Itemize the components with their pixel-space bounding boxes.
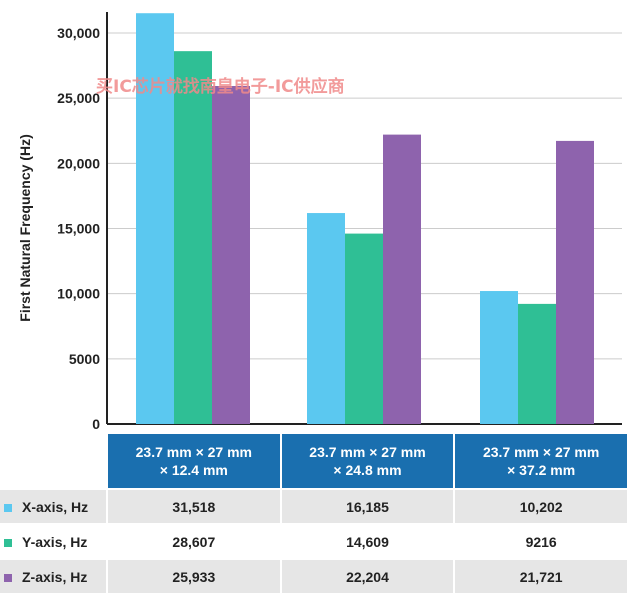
- y-tick-label: 20,000: [57, 155, 100, 171]
- bar: [518, 303, 556, 424]
- bar: [212, 86, 250, 425]
- category-label-line: × 24.8 mm: [333, 462, 402, 478]
- y-tick-label: 0: [92, 416, 100, 432]
- category-label-line: 23.7 mm × 27 mm: [482, 444, 600, 460]
- header-empty-cell: [0, 434, 106, 488]
- bar: [480, 291, 518, 424]
- category-label-line: × 37.2 mm: [507, 462, 576, 478]
- series-label: Z-axis, Hz: [0, 558, 106, 593]
- series-label: Y-axis, Hz: [0, 523, 106, 558]
- category-header: 23.7 mm × 27 mm × 24.8 mm: [279, 434, 454, 488]
- y-tick-label: 15,000: [57, 221, 100, 237]
- category-header: 23.7 mm × 27 mm × 12.4 mm: [106, 434, 280, 488]
- data-label: 21,721: [453, 558, 627, 593]
- data-label: 31,518: [106, 488, 280, 523]
- bar: [345, 233, 383, 424]
- table-header-row: 23.7 mm × 27 mm × 12.4 mm 23.7 mm × 27 mm ×…: [0, 434, 627, 488]
- category-label-line: × 12.4 mm: [159, 462, 228, 478]
- data-label: 22,204: [279, 558, 454, 593]
- data-label: 28,607: [106, 523, 280, 558]
- category-label-line: 23.7 mm × 27 mm: [135, 444, 252, 460]
- legend-swatch: [4, 538, 12, 547]
- data-table: 23.7 mm × 27 mm × 12.4 mm 23.7 mm × 27 mm ×…: [0, 434, 627, 593]
- bar: [556, 140, 594, 425]
- bar: [136, 13, 174, 425]
- data-label: 14,609: [279, 523, 454, 558]
- bar: [307, 213, 345, 424]
- bar: [174, 51, 212, 425]
- y-tick-label: 25,000: [57, 90, 100, 106]
- table-row: Z-axis, Hz 25,933 22,204 21,721: [0, 558, 627, 593]
- watermark-text: 买IC芯片就找南皇电子-IC供应商: [96, 77, 345, 97]
- table-row: X-axis, Hz 31,518 16,185 10,202: [0, 488, 627, 523]
- legend-swatch: [4, 503, 12, 512]
- bar: [383, 134, 421, 425]
- y-tick-label: 30,000: [57, 25, 100, 41]
- series-label: X-axis, Hz: [0, 488, 106, 523]
- data-label: 9216: [453, 523, 627, 558]
- data-label: 10,202: [453, 488, 627, 523]
- data-label: 25,933: [106, 558, 280, 593]
- legend-label: X-axis, Hz: [22, 498, 89, 515]
- category-label-line: 23.7 mm × 27 mm: [309, 444, 426, 460]
- legend-label: Z-axis, Hz: [22, 568, 88, 585]
- bar-chart: 0 5000 10,000 15,000 20,000 25,000 30,000 First…: [17, 12, 622, 432]
- y-tick-label: 10,000: [57, 286, 100, 302]
- y-tick-label: 5000: [69, 351, 100, 367]
- legend-swatch: [4, 573, 12, 582]
- legend-label: Y-axis, Hz: [22, 533, 88, 550]
- table-row: Y-axis, Hz 28,607 14,609 9216: [0, 523, 627, 558]
- category-header: 23.7 mm × 27 mm × 37.2 mm: [453, 434, 627, 488]
- y-axis-label: First Natural Frequency (Hz): [17, 134, 33, 321]
- data-label: 16,185: [279, 488, 454, 523]
